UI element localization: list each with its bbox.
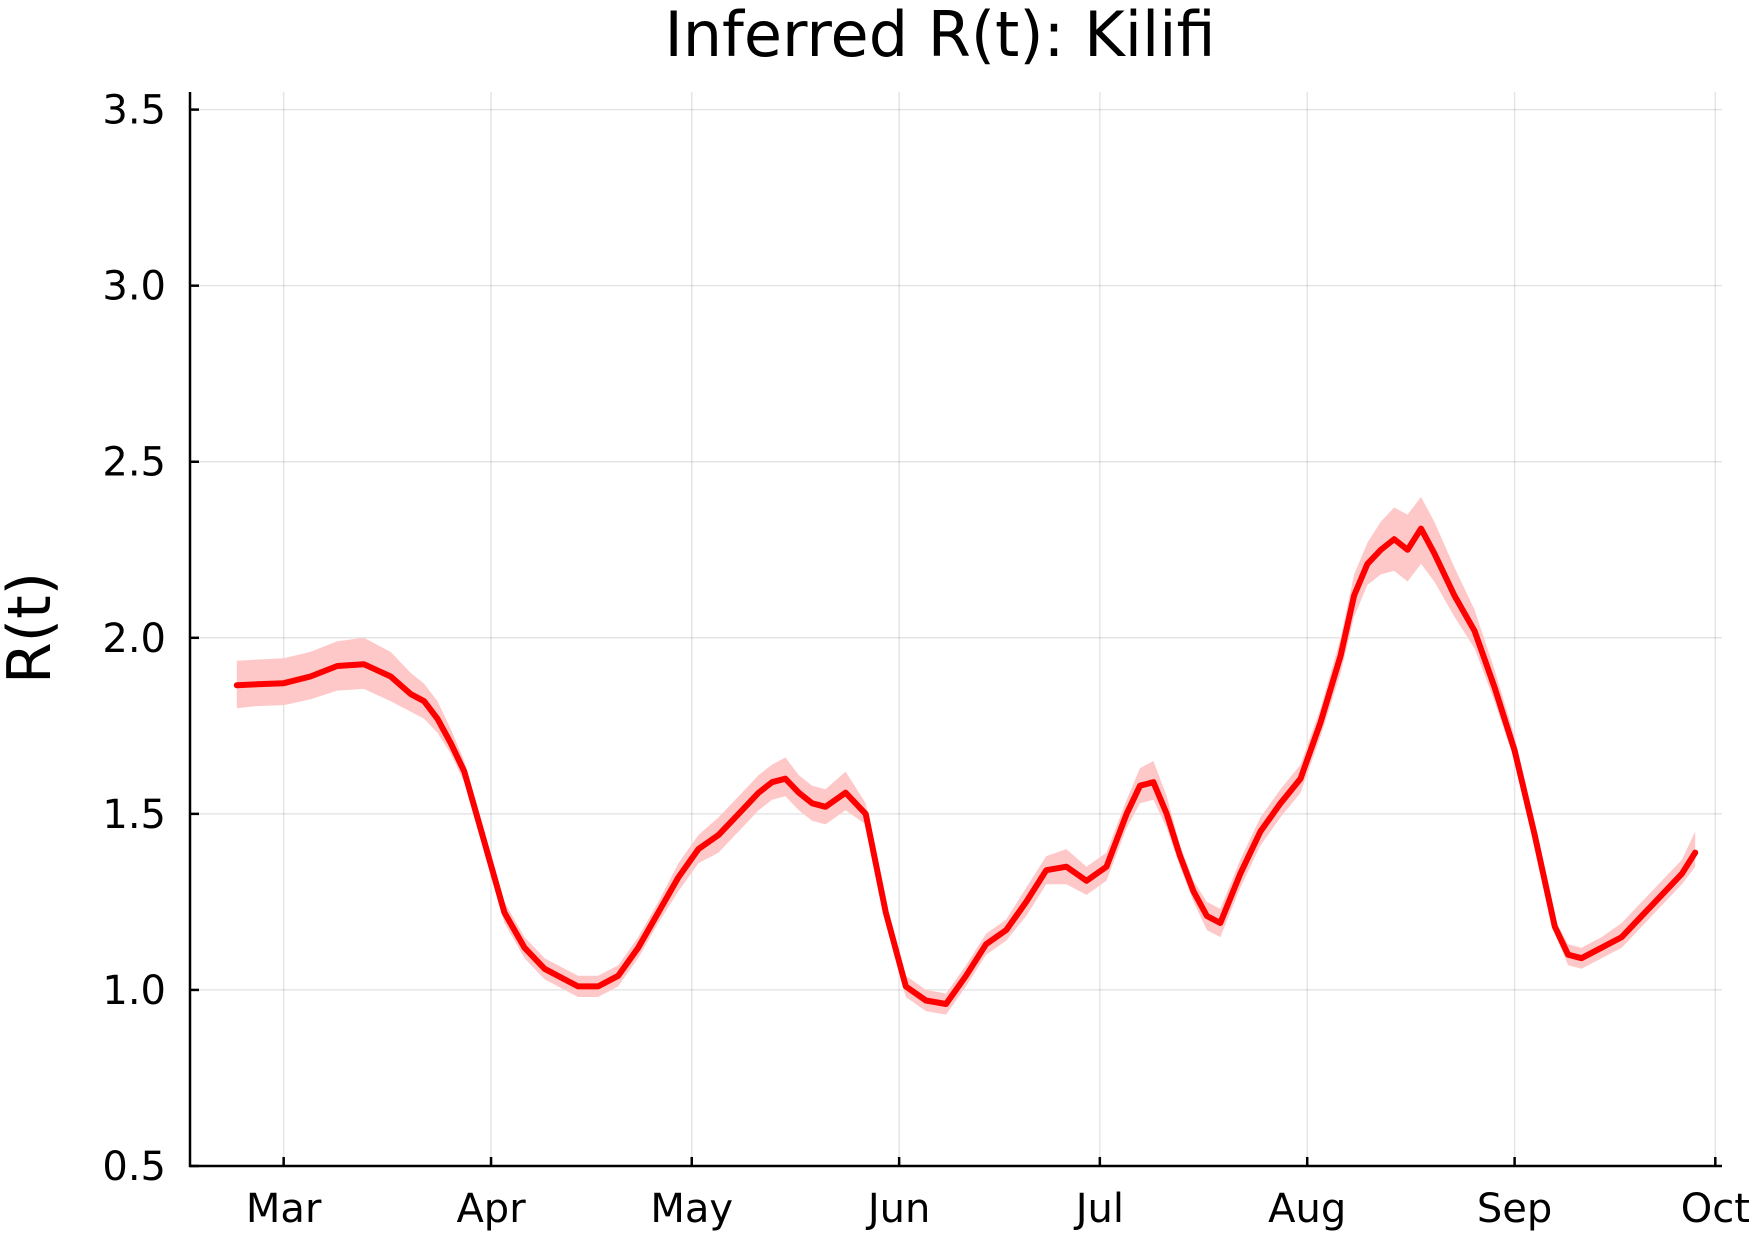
y-tick-label-0: 0.5: [102, 1144, 166, 1190]
x-tick-label-1: Apr: [456, 1186, 526, 1232]
x-tick-label-5: Aug: [1268, 1186, 1346, 1232]
y-tick-label-6: 3.5: [102, 88, 166, 134]
x-tick-label-4: Jul: [1073, 1186, 1124, 1232]
grid-lines: [190, 92, 1722, 1167]
y-axis-label: R(t): [0, 572, 65, 684]
x-axis-ticks: Mar Apr May Jun Jul Aug Sep Oct: [246, 1157, 1750, 1232]
y-tick-label-2: 1.5: [102, 792, 166, 838]
y-tick-label-3: 2.0: [102, 616, 166, 662]
x-tick-label-0: Mar: [246, 1186, 322, 1232]
x-tick-label-7: Oct: [1681, 1186, 1750, 1232]
y-tick-label-5: 3.0: [102, 264, 166, 310]
series-line: [233, 525, 1699, 1007]
x-tick-label-6: Sep: [1477, 1186, 1552, 1232]
chart-title: Inferred R(t): Kilifi: [664, 0, 1215, 71]
y-tick-label-4: 2.5: [102, 440, 166, 486]
axes: [188, 92, 1722, 1168]
x-tick-label-2: May: [650, 1186, 733, 1232]
series-line-group: [233, 525, 1699, 1007]
x-tick-label-3: Jun: [865, 1186, 931, 1232]
y-tick-label-1: 1.0: [102, 968, 166, 1014]
y-axis-ticks: 0.5 1.0 1.5 2.0 2.5 3.0 3.5: [102, 88, 199, 1190]
